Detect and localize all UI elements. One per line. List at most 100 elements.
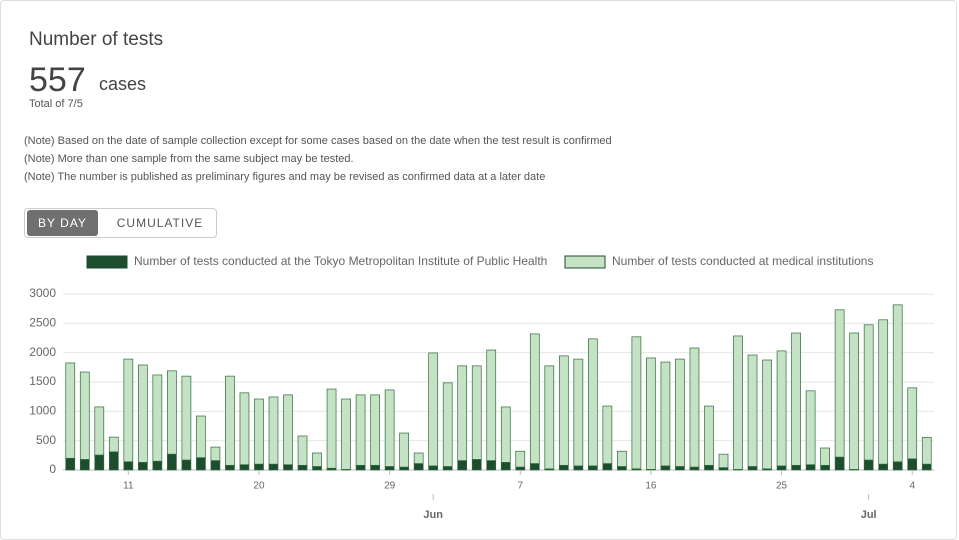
bar-segment [181,375,192,461]
bar-segment [399,466,409,471]
bar-segment [733,335,743,470]
y-tick-label: 0 [49,462,56,476]
bar-segment [457,365,468,461]
bar-segment [167,453,177,471]
bar-segment [65,362,76,459]
bar-segment [921,463,932,471]
x-tick-label: 7 [517,481,523,492]
bar-segment [849,332,860,470]
bar-segment [791,332,801,466]
total-unit: cases [99,74,147,94]
bar-segment [384,466,395,471]
bar-segment [108,436,119,453]
legend-label: Number of tests conducted at the Tokyo M… [134,254,547,268]
bar-segment [660,465,671,471]
bar-segment [805,390,816,466]
bar-segment [529,463,540,471]
x-tick-label: 4 [909,481,915,492]
bar-segment [442,382,453,467]
bar-segment [370,464,380,471]
bar-segment [486,349,497,461]
x-tick-label: 11 [123,481,134,492]
bar-segment [646,357,656,470]
bar-segment [544,365,555,470]
month-label: Jul [861,509,877,521]
bar-segment [137,364,148,463]
bar-segment [297,464,308,471]
bar-segment [675,466,685,471]
legend-swatch [86,255,128,269]
bar-segment [631,336,642,470]
bar-segment [210,446,221,461]
bar-segment [65,457,76,471]
x-tick-label: 25 [776,481,788,492]
bar-segment [689,466,700,471]
bar-segment [718,467,729,471]
bar-segment [660,361,671,467]
bar-segment [428,465,439,471]
bar-segment [500,406,511,463]
bar-segment [384,389,395,467]
cumulative-button[interactable]: CUMULATIVE [116,216,204,230]
bar-segment [747,466,758,471]
bar-segment [341,398,351,470]
bar-segment [399,432,409,468]
bar-segment [123,461,134,471]
bar-segment [921,436,932,465]
bar-segment [254,398,264,465]
y-tick-label: 1000 [29,404,56,418]
bar-segment [558,355,569,466]
bar-segment [588,465,598,471]
bar-segment [94,406,105,456]
toggle: BY DAY CUMULATIVE [24,208,217,238]
bar-segment [297,435,308,466]
bar-segment [820,447,830,466]
bar-segment [500,462,511,471]
bar-segment [196,457,206,471]
bar-segment [196,415,206,459]
bar-segment [239,464,250,471]
bar-segment [515,466,526,471]
bar-segment [834,456,845,471]
bar-segment [805,464,816,471]
y-tick-label: 2000 [29,345,56,359]
bar-segment [573,465,584,471]
bar-segment [602,463,613,471]
x-tick-label: 20 [253,481,265,492]
bar-segment [428,352,439,467]
bar-segment [878,319,889,465]
bar-segment [108,451,119,471]
bar-segment [515,450,526,468]
bar-segment [268,463,279,471]
y-tick-label: 2500 [29,316,56,330]
bar-segment [863,324,874,461]
bar-segment [776,465,787,471]
title: Number of tests [29,29,164,50]
by-day-button[interactable]: BY DAY [27,210,98,236]
x-tick-label: 29 [384,481,396,492]
bar-segment [167,370,177,455]
bar-segment [892,461,903,471]
bar-segment [617,466,627,471]
bar-segment [94,454,105,471]
bar-segment [326,388,337,469]
bar-segment [283,464,293,471]
legend-swatch [564,255,606,269]
bar-segment [457,460,468,471]
bar-segment [878,463,889,471]
bar-segment [79,371,90,460]
bar-segment [558,464,569,471]
bar-segment [152,374,163,462]
bar-segment [863,459,874,471]
bar-segment [617,450,627,467]
bar-segment [225,464,235,471]
bar-segment [776,350,787,467]
bar-segment [79,459,90,471]
bar-segment [254,463,264,471]
bar-segment [181,459,192,471]
y-tick-label: 3000 [29,286,56,300]
bar-segment [471,365,482,460]
note: (Note) The number is published as prelim… [24,171,546,183]
bar-segment [442,466,453,471]
